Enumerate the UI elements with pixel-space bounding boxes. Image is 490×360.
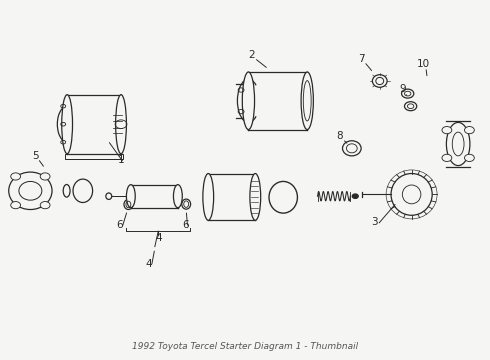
Ellipse shape	[372, 75, 387, 87]
Ellipse shape	[242, 72, 254, 130]
Ellipse shape	[404, 102, 416, 111]
Circle shape	[11, 173, 21, 180]
Ellipse shape	[301, 72, 314, 130]
Ellipse shape	[182, 199, 191, 209]
Ellipse shape	[63, 184, 70, 197]
Ellipse shape	[446, 122, 470, 166]
Circle shape	[465, 154, 474, 162]
Ellipse shape	[203, 174, 214, 220]
Text: 3: 3	[371, 217, 378, 227]
Ellipse shape	[9, 172, 52, 210]
Ellipse shape	[124, 199, 133, 210]
Text: 9: 9	[399, 84, 406, 94]
Circle shape	[40, 202, 50, 209]
Bar	[65, 154, 123, 159]
Circle shape	[442, 154, 452, 162]
Text: 2: 2	[248, 50, 255, 60]
Circle shape	[11, 202, 21, 209]
Ellipse shape	[391, 174, 432, 215]
Text: 4: 4	[146, 258, 152, 269]
Ellipse shape	[116, 95, 126, 154]
Text: 1992 Toyota Tercel Starter Diagram 1 - Thumbnail: 1992 Toyota Tercel Starter Diagram 1 - T…	[132, 342, 358, 351]
Text: 5: 5	[32, 150, 39, 161]
Text: 6: 6	[182, 220, 189, 230]
Ellipse shape	[401, 89, 414, 98]
Bar	[67, 95, 121, 154]
Ellipse shape	[343, 141, 361, 156]
Text: 1: 1	[118, 155, 125, 165]
Bar	[208, 174, 255, 220]
Ellipse shape	[62, 95, 73, 154]
Bar	[248, 72, 307, 130]
Text: 10: 10	[417, 59, 430, 69]
Ellipse shape	[250, 174, 261, 220]
Text: 6: 6	[116, 220, 123, 230]
Ellipse shape	[173, 185, 182, 208]
Text: 4: 4	[155, 233, 162, 243]
Circle shape	[442, 126, 452, 134]
Circle shape	[352, 194, 358, 198]
Ellipse shape	[106, 193, 112, 199]
Text: 7: 7	[358, 54, 365, 64]
Circle shape	[465, 126, 474, 134]
Circle shape	[40, 173, 50, 180]
Ellipse shape	[126, 185, 135, 208]
Bar	[131, 185, 178, 208]
Text: 8: 8	[337, 131, 343, 141]
